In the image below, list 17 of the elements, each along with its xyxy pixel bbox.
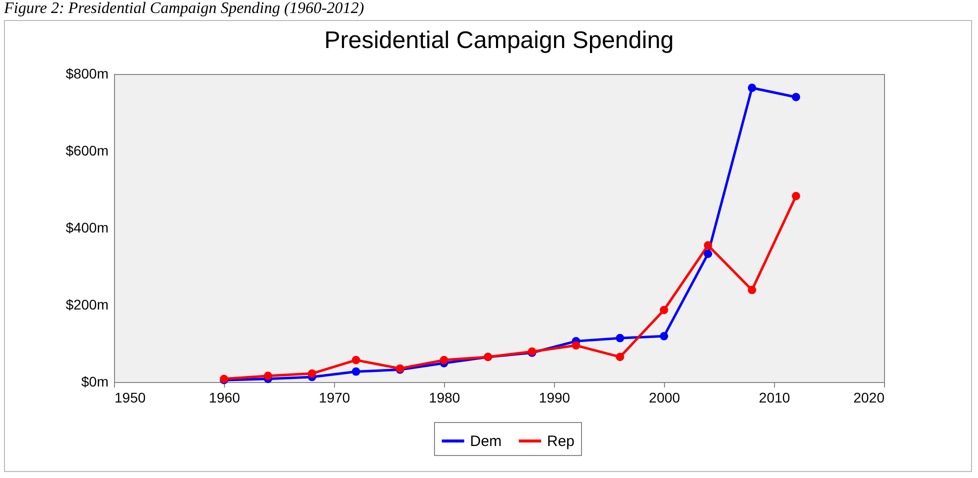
x-tick-label: 1960 (208, 390, 240, 406)
x-tick-label: 2020 (853, 390, 885, 406)
y-tick-label: $400m (66, 220, 108, 236)
x-tick-label: 1980 (428, 390, 460, 406)
x-tick-label: 1970 (318, 390, 350, 406)
caption: Figure 2: Presidential Campaign Spending (1960-2012) (3, 0, 366, 19)
y-tick-label: $0m (81, 374, 108, 390)
legend-label: Rep (547, 433, 575, 450)
legend-label: Dem (470, 433, 502, 450)
x-tick-label: 2010 (758, 390, 790, 406)
x-tick-label: 2000 (648, 390, 680, 406)
y-tick-label: $800m (66, 66, 108, 82)
x-tick-label: 1990 (538, 390, 570, 406)
x-tick-label: 1950 (114, 390, 146, 406)
y-tick-label: $600m (66, 142, 108, 158)
y-tick-label: $200m (66, 296, 108, 312)
chart-title: Presidential Campaign Spending (324, 27, 674, 54)
